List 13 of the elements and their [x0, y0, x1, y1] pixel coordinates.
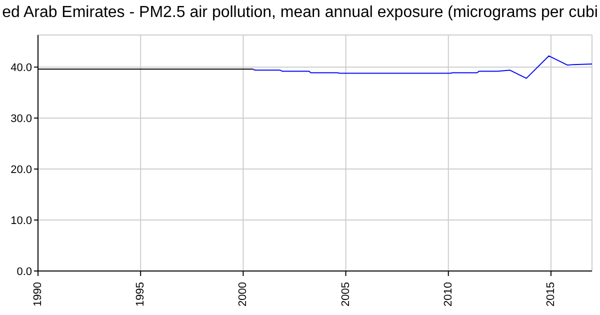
y-tick-label: 10.0	[10, 214, 32, 227]
x-tick-label: 1995	[134, 282, 147, 306]
y-tick-label: 0.0	[16, 266, 32, 278]
x-tick-label: 2005	[340, 282, 352, 306]
y-tick-label: 30.0	[10, 112, 32, 125]
y-tick-label: 40.0	[10, 62, 32, 74]
x-tick-label: 2000	[237, 282, 250, 306]
chart-title: ed Arab Emirates - PM2.5 air pollution, mean annual exposure (micrograms per cubi	[1, 4, 599, 22]
y-tick-label: 20.0	[10, 164, 32, 176]
x-tick-label: 1990	[32, 282, 44, 306]
x-tick-label: 2015	[544, 282, 557, 306]
x-tick-label: 2010	[442, 282, 454, 306]
line-series	[252, 55, 592, 79]
